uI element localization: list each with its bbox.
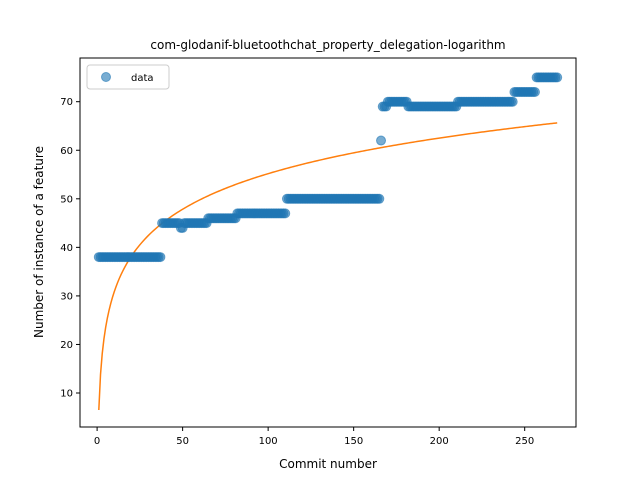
y-tick-label: 60 xyxy=(60,146,73,157)
y-tick-label: 10 xyxy=(60,389,73,400)
data-point xyxy=(155,252,166,263)
y-tick-label: 50 xyxy=(60,194,73,205)
fit-line xyxy=(98,122,558,411)
plot-area xyxy=(80,58,576,427)
plot-frame xyxy=(79,57,577,428)
data-point xyxy=(552,72,563,83)
data-point xyxy=(280,208,291,219)
x-tick-label: 150 xyxy=(344,436,363,447)
points-layer xyxy=(93,72,563,263)
x-axis-label: Commit number xyxy=(279,457,377,471)
data-point xyxy=(376,135,387,146)
legend-marker-data xyxy=(101,72,111,82)
data-point xyxy=(507,96,518,107)
fit-layer xyxy=(98,122,558,411)
x-tick-label: 250 xyxy=(515,436,534,447)
x-tick-label: 0 xyxy=(94,436,100,447)
legend-label-data: data xyxy=(131,73,154,84)
y-tick-label: 20 xyxy=(60,340,73,351)
y-tick-label: 40 xyxy=(60,243,73,254)
chart-title: com-glodanif-bluetoothchat_property_dele… xyxy=(150,38,505,52)
data-point xyxy=(529,86,540,97)
x-tick-label: 100 xyxy=(259,436,278,447)
y-axis-ticks: 10 20 30 40 50 60 70 xyxy=(60,97,80,400)
x-tick-label: 200 xyxy=(430,436,449,447)
legend-box xyxy=(86,64,170,90)
y-axis-label: Number of instance of a feature xyxy=(32,146,46,338)
legend: data xyxy=(86,64,170,90)
x-tick-label: 50 xyxy=(176,436,189,447)
y-tick-label: 70 xyxy=(60,97,73,108)
data-point xyxy=(374,193,385,204)
x-axis-ticks: 0 50 100 150 200 250 xyxy=(94,427,534,447)
y-tick-label: 30 xyxy=(60,291,73,302)
